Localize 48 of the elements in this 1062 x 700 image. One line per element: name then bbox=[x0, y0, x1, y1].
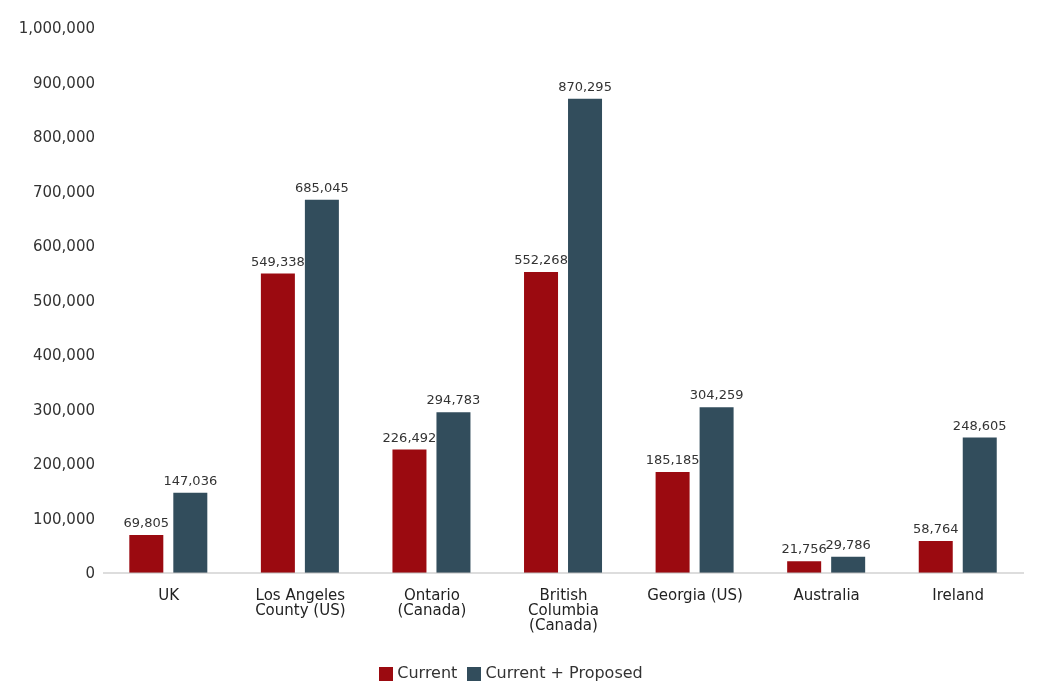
bar bbox=[129, 534, 164, 573]
data-label: 685,045 bbox=[295, 179, 349, 195]
x-tick-label: Ontario (Canada) bbox=[397, 585, 467, 619]
data-label: 304,259 bbox=[689, 387, 744, 403]
bar bbox=[831, 556, 866, 573]
data-label: 226,492 bbox=[382, 429, 437, 445]
data-label: 552,268 bbox=[514, 252, 568, 268]
bar bbox=[787, 561, 822, 573]
y-tick-label: 500,000 bbox=[32, 291, 95, 310]
y-tick-label: 800,000 bbox=[32, 128, 95, 147]
x-tick-label: Georgia (US) bbox=[647, 585, 743, 604]
y-tick-label: 600,000 bbox=[32, 237, 95, 256]
data-label: 549,338 bbox=[251, 253, 305, 269]
data-label: 21,756 bbox=[781, 541, 827, 557]
y-tick-label: 900,000 bbox=[32, 73, 95, 92]
x-tick-label: Ireland bbox=[932, 585, 985, 604]
bar bbox=[655, 472, 690, 573]
y-tick-label: 700,000 bbox=[32, 182, 95, 201]
y-tick-label: 400,000 bbox=[32, 346, 95, 365]
bar bbox=[392, 449, 427, 573]
data-label: 185,185 bbox=[645, 452, 700, 468]
legend-label: Current + Proposed bbox=[485, 663, 643, 682]
legend-label: Current bbox=[397, 663, 458, 682]
bar bbox=[173, 492, 208, 573]
data-label: 248,605 bbox=[952, 417, 1007, 433]
x-tick-label: British Columbia (Canada) bbox=[528, 585, 599, 634]
x-tick-label: UK bbox=[158, 585, 181, 604]
bar bbox=[568, 98, 603, 573]
bar bbox=[304, 199, 339, 573]
data-label: 58,764 bbox=[912, 520, 959, 536]
bar bbox=[699, 407, 734, 573]
x-tick-label: Australia bbox=[793, 585, 860, 604]
data-label: 69,805 bbox=[123, 514, 170, 530]
data-label: 294,783 bbox=[426, 392, 481, 408]
data-label: 29,786 bbox=[825, 536, 871, 552]
y-tick-label: 1,000,000 bbox=[18, 19, 95, 38]
y-tick-label: 0 bbox=[85, 564, 95, 583]
bar bbox=[524, 272, 559, 573]
data-label: 870,295 bbox=[558, 78, 612, 94]
bar bbox=[260, 273, 295, 573]
bar bbox=[436, 412, 471, 573]
y-tick-label: 100,000 bbox=[32, 509, 95, 528]
y-tick-label: 300,000 bbox=[32, 400, 95, 419]
y-tick-label: 200,000 bbox=[32, 455, 95, 474]
data-label: 147,036 bbox=[163, 472, 218, 488]
bar bbox=[918, 540, 953, 573]
x-tick-label: Los Angeles County (US) bbox=[255, 585, 346, 619]
bar bbox=[962, 437, 997, 573]
